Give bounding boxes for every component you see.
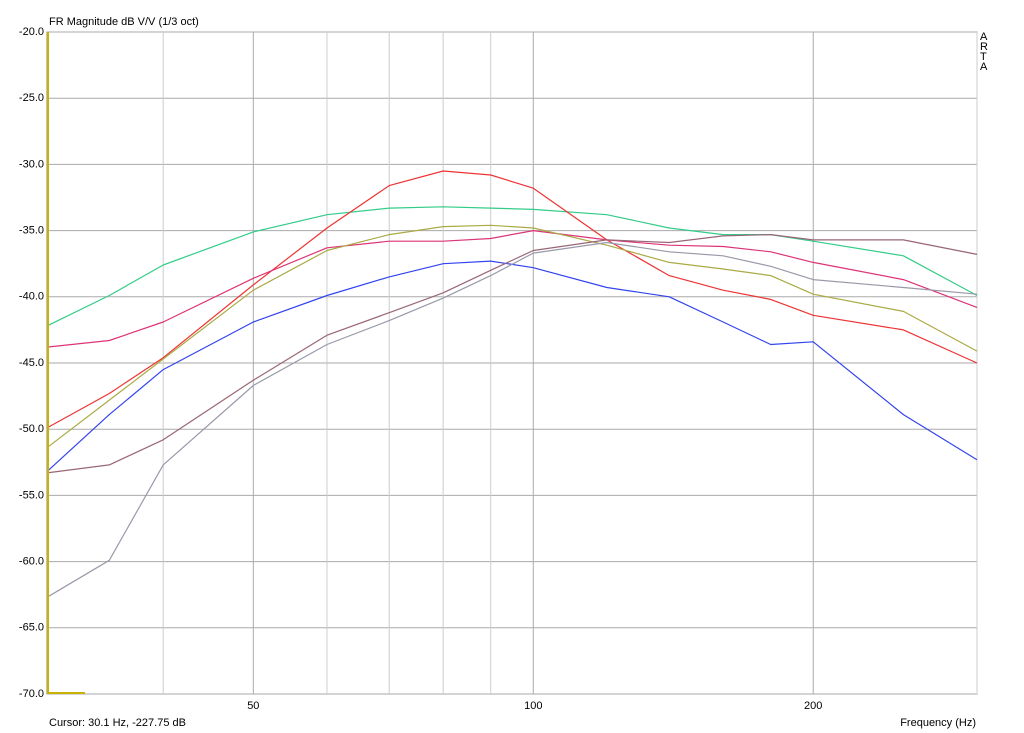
series-line — [46, 224, 978, 449]
x-tick-label: 100 — [524, 700, 542, 712]
chart-title: FR Magnitude dB V/V (1/3 oct) — [49, 16, 199, 28]
series-line — [46, 206, 978, 327]
series-lines — [46, 170, 978, 598]
series-line — [46, 241, 978, 598]
series-line — [46, 230, 978, 348]
x-axis-label: Frequency (Hz) — [900, 717, 976, 729]
x-tick-label: 200 — [804, 700, 822, 712]
y-tick-label: -55.0 — [19, 489, 44, 501]
y-tick-label: -40.0 — [19, 291, 44, 303]
y-tick-label: -50.0 — [19, 423, 44, 435]
series-line — [46, 170, 978, 429]
cursor-readout: Cursor: 30.1 Hz, -227.75 dB — [49, 717, 186, 729]
y-tick-label: -30.0 — [19, 158, 44, 170]
y-tick-label: -35.0 — [19, 225, 44, 237]
y-tick-label: -60.0 — [19, 556, 44, 568]
y-tick-label: -70.0 — [19, 688, 44, 700]
grid — [47, 31, 978, 695]
series-line — [46, 234, 978, 474]
x-tick-label: 50 — [247, 700, 259, 712]
y-tick-label: -25.0 — [19, 92, 44, 104]
y-tick-label: -45.0 — [19, 357, 44, 369]
y-tick-label: -65.0 — [19, 622, 44, 634]
side-label: ARTA — [980, 31, 988, 73]
y-tick-label: -20.0 — [19, 26, 44, 38]
